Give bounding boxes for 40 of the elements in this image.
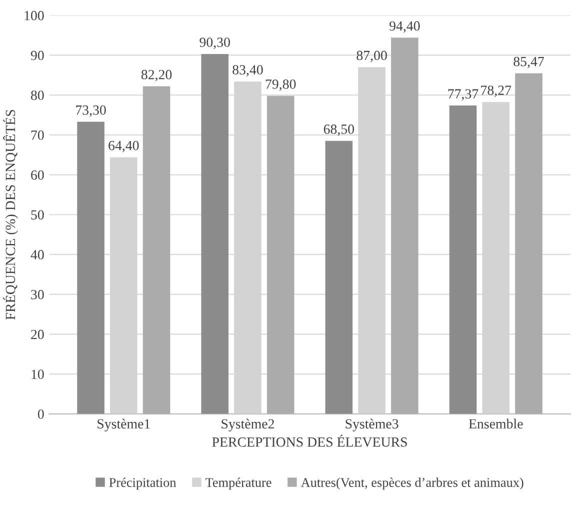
y-tick-label: 10	[32, 370, 44, 380]
x-tick-label: Système3	[346, 418, 398, 432]
bar	[266, 96, 294, 414]
bar	[515, 73, 542, 414]
bar	[449, 106, 477, 414]
legend-label: Autres(Vent, espèces d’arbres et animaux)	[300, 478, 524, 490]
bar	[77, 122, 104, 414]
x-axis-title: PERCEPTIONS DES ÉLEVEURS	[212, 434, 407, 447]
y-tick-label: 40	[30, 250, 44, 260]
data-label: 77,37	[448, 89, 478, 101]
data-label: 94,40	[390, 21, 420, 33]
bar	[201, 54, 228, 414]
data-label: 73,30	[76, 105, 106, 117]
data-label: 90,30	[200, 38, 230, 50]
bar	[142, 86, 170, 414]
y-tick-label: 70	[31, 130, 44, 140]
y-tick-label: 0	[38, 409, 44, 419]
y-tick-label: 60	[31, 170, 44, 180]
data-label: 82,20	[141, 70, 172, 82]
y-tick-label: 50	[31, 210, 44, 220]
y-axis-title: FRÉQUENCE (%) DES ENQUÊTÉS	[3, 110, 18, 320]
data-label: 68,50	[324, 124, 354, 136]
y-tick-label: 90	[30, 50, 44, 60]
bar	[325, 140, 353, 414]
x-tick-label: Système2	[222, 418, 274, 432]
y-tick-label: 80	[30, 90, 44, 100]
data-label: 64,40	[108, 140, 139, 152]
x-tick-label: Ensemble	[468, 418, 523, 429]
data-label: 87,00	[356, 50, 387, 62]
data-label: 78,27	[481, 86, 512, 97]
y-tick-label: 30	[31, 290, 44, 300]
data-label: 79,80	[266, 79, 296, 91]
legend-label: Précipitation	[109, 478, 176, 490]
bar	[391, 38, 418, 414]
x-tick-label: Système1	[98, 418, 150, 432]
data-label: 85,47	[514, 56, 544, 68]
data-label: 83,40	[232, 65, 263, 77]
y-tick-label: 20	[31, 330, 44, 340]
legend-label: Température	[206, 478, 272, 490]
y-tick-label: 100	[24, 10, 44, 20]
